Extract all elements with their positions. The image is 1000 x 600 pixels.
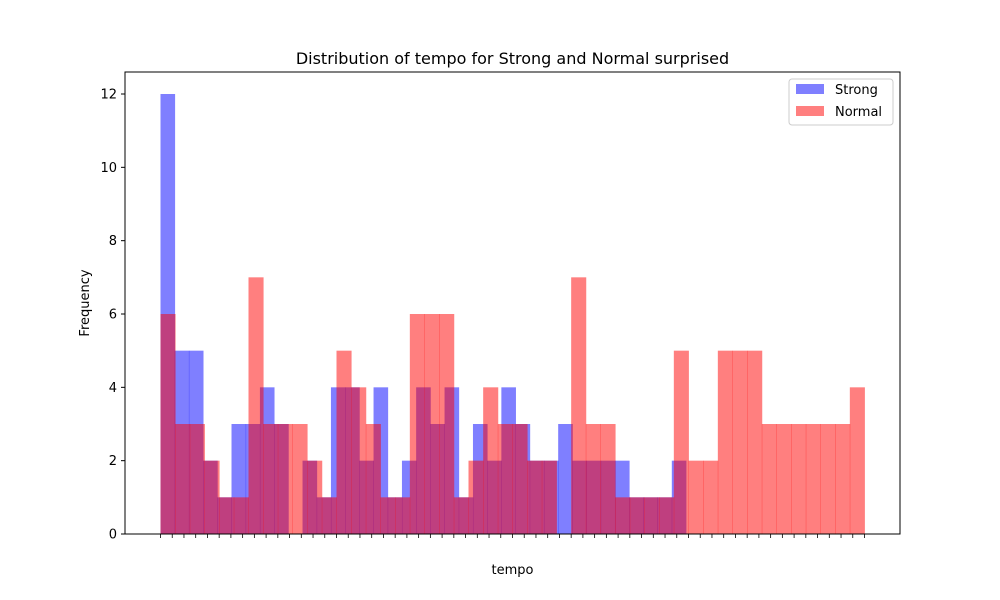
bar-normal-43 — [791, 424, 807, 534]
legend-label-normal: Normal — [835, 105, 882, 120]
x-axis-label: tempo — [492, 563, 534, 578]
bar-normal-41 — [761, 424, 777, 534]
legend-swatch-strong — [796, 84, 824, 94]
bar-normal-33 — [644, 497, 660, 534]
bar-normal-30 — [600, 424, 616, 534]
bars-layer — [160, 94, 865, 534]
bar-normal-36 — [688, 460, 704, 534]
bar-normal-15 — [380, 497, 396, 534]
bar-normal-24 — [512, 424, 528, 534]
bar-normal-47 — [849, 387, 865, 534]
bar-normal-44 — [805, 424, 821, 534]
y-axis: 0 2 4 6 8 10 12 — [100, 88, 125, 543]
bar-normal-5 — [233, 497, 249, 534]
bar-normal-22 — [483, 387, 499, 534]
bar-normal-46 — [835, 424, 851, 534]
legend: Strong Normal — [788, 78, 894, 126]
bar-normal-9 — [292, 424, 308, 534]
bar-normal-12 — [336, 350, 352, 534]
bar-normal-10 — [307, 460, 323, 534]
bar-normal-40 — [747, 350, 763, 534]
bar-normal-16 — [395, 497, 411, 534]
y-tick-label: 2 — [109, 454, 117, 469]
bar-normal-23 — [497, 424, 513, 534]
bar-normal-20 — [453, 497, 469, 534]
bar-normal-28 — [571, 277, 587, 534]
x-ticks — [160, 534, 865, 538]
bar-normal-32 — [629, 497, 645, 534]
bar-normal-42 — [776, 424, 792, 534]
bar-normal-19 — [439, 314, 455, 534]
bar-normal-25 — [527, 460, 543, 534]
bar-normal-1 — [175, 424, 191, 534]
y-axis-label: Frequency — [78, 269, 93, 336]
bar-normal-11 — [321, 497, 337, 534]
bar-normal-35 — [673, 350, 689, 534]
bar-normal-31 — [615, 497, 631, 534]
y-tick-label: 4 — [109, 381, 117, 396]
bar-normal-0 — [160, 314, 176, 534]
bar-normal-18 — [424, 314, 440, 534]
y-tick-label: 6 — [109, 308, 117, 323]
chart-title: Distribution of tempo for Strong and Nor… — [296, 49, 729, 68]
plot-frame — [124, 71, 901, 535]
bar-strong-28 — [558, 424, 573, 534]
bar-normal-17 — [409, 314, 425, 534]
bar-normal-7 — [263, 424, 279, 534]
bar-normal-37 — [703, 460, 719, 534]
bar-normal-21 — [468, 460, 484, 534]
bar-normal-45 — [820, 424, 836, 534]
bar-normal-6 — [248, 277, 264, 534]
bar-normal-34 — [659, 497, 675, 534]
bar-normal-8 — [277, 424, 293, 534]
bar-normal-3 — [204, 460, 220, 534]
legend-swatch-normal — [796, 106, 824, 116]
bar-normal-13 — [351, 387, 367, 534]
bar-normal-39 — [732, 350, 748, 534]
bar-normal-29 — [585, 424, 601, 534]
y-tick-label: 8 — [109, 234, 117, 249]
bar-normal-38 — [717, 350, 733, 534]
bar-normal-26 — [541, 460, 557, 534]
bar-normal-14 — [365, 424, 381, 534]
y-tick-label: 10 — [100, 161, 117, 176]
bar-normal-2 — [189, 424, 205, 534]
y-tick-label: 12 — [100, 88, 117, 103]
bar-normal-4 — [219, 497, 235, 534]
y-tick-label: 0 — [109, 528, 117, 543]
legend-label-strong: Strong — [835, 83, 878, 98]
